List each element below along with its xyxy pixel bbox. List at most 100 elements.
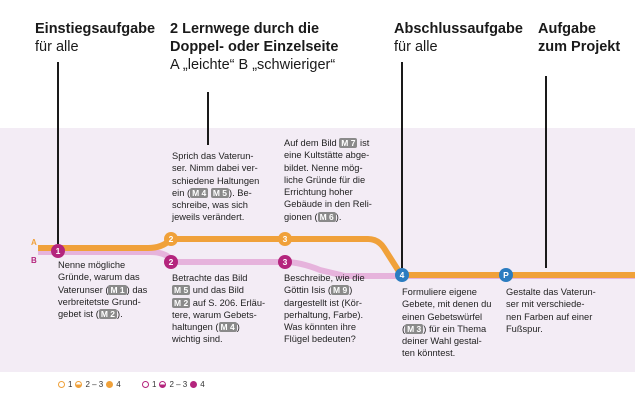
station-3b-label: 3 bbox=[283, 257, 288, 267]
text: ). bbox=[117, 309, 123, 320]
task-2b-line: Betrachte das Bild bbox=[172, 273, 248, 283]
task-3b-line: Göttin Isis (M 9) bbox=[284, 284, 365, 296]
material-tag: M 3 bbox=[405, 323, 424, 334]
task-3b: Beschreibe, wie die Göttin Isis (M 9) da… bbox=[284, 272, 365, 346]
text: Göttin Isis ( bbox=[284, 285, 332, 296]
header-project-title-2: zum Projekt bbox=[538, 39, 621, 55]
task-4-line: deiner Wahl gestal- bbox=[402, 336, 482, 347]
task-3b-line: Beschreibe, wie die bbox=[284, 273, 365, 283]
material-tag: M 4 bbox=[190, 187, 209, 198]
legend-easy-dot bbox=[142, 381, 149, 388]
material-tag: M 5 bbox=[172, 285, 191, 296]
text: auf S. 206. Erläu- bbox=[190, 297, 266, 308]
header-final-sub: für alle bbox=[394, 39, 438, 55]
lane-b-label: B bbox=[31, 256, 37, 265]
header-entry: Einstiegsaufgabe für alle bbox=[35, 20, 155, 56]
task-2b-line: M 2 auf S. 206. Erläu- bbox=[172, 297, 265, 309]
task-2a-line: Sprich das Vaterun- bbox=[172, 151, 254, 161]
task-3a: Auf dem Bild M 7 ist eine Kultstätte abg… bbox=[284, 137, 372, 223]
legend-medium-dot bbox=[75, 381, 83, 388]
material-tag: M 4 bbox=[218, 322, 237, 333]
task-4-line: Gebete, mit denen du bbox=[402, 299, 492, 310]
material-tag: M 9 bbox=[331, 285, 350, 296]
task-2b-line: wichtig sind. bbox=[172, 334, 223, 345]
task-2a-line: schiedene Haltungen bbox=[172, 175, 260, 186]
task-3a-line: eine Kultstätte abge- bbox=[284, 150, 370, 161]
header-final-title: Abschlussaufgabe bbox=[394, 21, 523, 37]
header-entry-title: Einstiegsaufgabe bbox=[35, 21, 156, 37]
header-paths-title-1: 2 Lernwege durch die bbox=[170, 21, 320, 37]
legend-medium-dot bbox=[159, 381, 167, 388]
task-2a-line: jeweils verändert. bbox=[172, 212, 245, 223]
text: ist bbox=[357, 138, 370, 148]
legend-hard-dot bbox=[190, 381, 198, 388]
task-4-line: einen Gebetswürfel bbox=[402, 311, 483, 322]
legend-label: 2 – 3 bbox=[169, 380, 188, 389]
header-project-title-1: Aufgabe bbox=[538, 21, 596, 37]
task-2a-line: schreibe, was sich bbox=[172, 200, 248, 211]
header-paths-title-2: Doppel- oder Einzelseite bbox=[170, 39, 339, 55]
material-tag: M 1 bbox=[108, 284, 127, 295]
task-4-line: Formuliere eigene bbox=[402, 287, 477, 297]
station-4: 4 bbox=[395, 268, 409, 282]
task-2b-line: tere, warum Gebets- bbox=[172, 309, 257, 320]
material-tag: M 6 bbox=[317, 211, 336, 222]
text: gebet ist ( bbox=[58, 309, 99, 320]
text: ) bbox=[236, 322, 240, 333]
task-project-line: ser mit verschiede- bbox=[506, 299, 585, 310]
task-1-line: Gründe, warum das bbox=[58, 272, 140, 283]
task-2b-line: haltungen (M 4) bbox=[172, 321, 265, 333]
station-3b: 3 bbox=[278, 255, 292, 269]
text: haltungen ( bbox=[172, 322, 219, 333]
task-project-line: nen Farben auf einer bbox=[506, 311, 593, 322]
text: ). Be- bbox=[229, 187, 252, 198]
station-p: P bbox=[499, 268, 513, 282]
station-1: 1 bbox=[51, 244, 65, 258]
legend-label: 1 bbox=[152, 380, 157, 389]
material-tag: M 2 bbox=[172, 297, 191, 308]
task-2a-line: ein (M 4 M 5). Be- bbox=[172, 187, 259, 199]
material-tag: M 2 bbox=[98, 309, 117, 320]
task-3b-line: dargestellt ist (Kör- bbox=[284, 297, 363, 308]
task-2b-line: M 5 und das Bild bbox=[172, 284, 265, 296]
task-3a-line: Gebäude in den Reli- bbox=[284, 199, 372, 210]
task-project-line: Fußspur. bbox=[506, 323, 543, 334]
text: ein ( bbox=[172, 187, 191, 198]
header-project: Aufgabe zum Projekt bbox=[538, 20, 620, 56]
text: gionen ( bbox=[284, 211, 318, 222]
task-1-line: Nenne mögliche bbox=[58, 260, 126, 270]
task-3a-line: gionen (M 6). bbox=[284, 211, 372, 223]
text: und das Bild bbox=[190, 285, 244, 296]
header-paths-sub: A „leichte“ B „schwieriger“ bbox=[170, 57, 336, 73]
legend-easy-dot bbox=[58, 381, 65, 388]
station-2b: 2 bbox=[164, 255, 178, 269]
task-3a-line: bildet. Nenne mög- bbox=[284, 162, 363, 173]
station-4-label: 4 bbox=[400, 270, 405, 280]
task-3b-line: Was könnten ihre bbox=[284, 322, 357, 333]
station-3a: 3 bbox=[278, 232, 292, 246]
text: Vaterunser ( bbox=[58, 284, 109, 295]
text: ) das bbox=[126, 284, 148, 295]
task-3b-line: Flügel bedeuten? bbox=[284, 334, 356, 345]
text: Auf dem Bild bbox=[284, 138, 340, 148]
task-4: Formuliere eigene Gebete, mit denen du e… bbox=[402, 286, 491, 360]
text: ) für ein Thema bbox=[423, 323, 487, 334]
task-2a-line: ser. Nimm dabei ver- bbox=[172, 163, 258, 174]
station-2a-label: 2 bbox=[169, 234, 174, 244]
legend-label: 2 – 3 bbox=[85, 380, 104, 389]
task-3a-line: Errichtung hoher bbox=[284, 187, 353, 198]
lane-a-label: A bbox=[31, 238, 37, 247]
header-final: Abschlussaufgabe für alle bbox=[394, 20, 523, 56]
station-3a-label: 3 bbox=[283, 234, 288, 244]
header-paths: 2 Lernwege durch die Doppel- oder Einzel… bbox=[170, 20, 338, 74]
task-3b-line: perhaltung, Farbe). bbox=[284, 309, 364, 320]
task-3a-line: Auf dem Bild M 7 ist bbox=[284, 137, 372, 149]
legend-label: 4 bbox=[116, 380, 121, 389]
text: ) bbox=[349, 285, 353, 296]
task-2a: Sprich das Vaterun- ser. Nimm dabei ver-… bbox=[172, 150, 259, 224]
task-1-line: gebet ist (M 2). bbox=[58, 308, 147, 320]
station-2a: 2 bbox=[164, 232, 178, 246]
task-project: Gestalte das Vaterun- ser mit verschiede… bbox=[506, 286, 596, 335]
text: ). bbox=[335, 211, 342, 222]
